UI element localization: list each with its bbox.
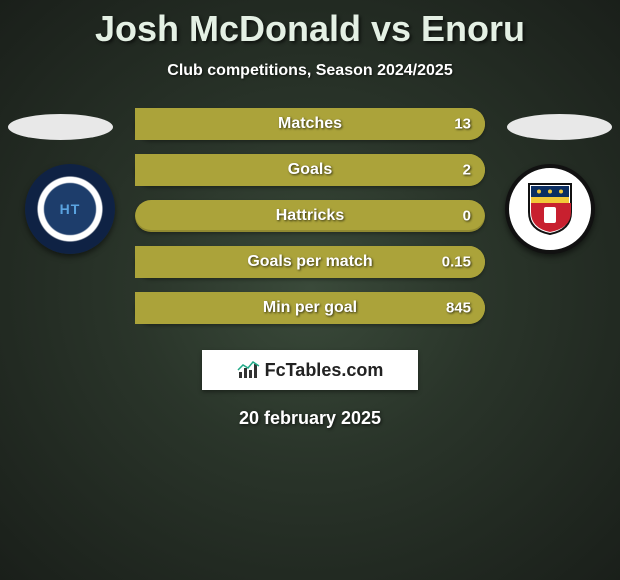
player-marker-left <box>8 114 113 140</box>
page-title: Josh McDonald vs Enoru <box>0 0 620 50</box>
stat-bar: Matches 13 <box>135 108 485 140</box>
stat-bar: Hattricks 0 <box>135 200 485 232</box>
stat-label: Hattricks <box>276 207 344 225</box>
stat-bars: Matches 13 Goals 2 Hattricks 0 Goals per match… <box>135 108 485 338</box>
stat-value-right: 13 <box>454 116 471 133</box>
player-marker-right <box>507 114 612 140</box>
stat-value-right: 0.15 <box>442 254 471 271</box>
stat-bar: Min per goal 845 <box>135 292 485 324</box>
brand-logo-box[interactable]: FcTables.com <box>202 350 418 390</box>
crest-left-abbrev: HT <box>60 201 81 217</box>
subtitle: Club competitions, Season 2024/2025 <box>0 62 620 80</box>
stat-value-right: 2 <box>463 162 471 179</box>
stat-label: Goals <box>288 161 332 179</box>
stat-bar: Goals per match 0.15 <box>135 246 485 278</box>
club-crest-left: HT <box>25 164 115 254</box>
shield-icon <box>527 182 573 236</box>
stat-bar: Goals 2 <box>135 154 485 186</box>
stat-label: Goals per match <box>247 253 372 271</box>
stat-value-right: 845 <box>446 300 471 317</box>
brand-text: FcTables.com <box>265 360 384 381</box>
club-crest-right <box>505 164 595 254</box>
stats-area: HT Matches 13 Goals 2 Hattricks 0 Goals per ma… <box>0 108 620 338</box>
chart-icon <box>237 360 261 380</box>
stat-label: Min per goal <box>263 299 357 317</box>
comparison-card: Josh McDonald vs Enoru Club competitions… <box>0 0 620 429</box>
date-text: 20 february 2025 <box>0 408 620 429</box>
stat-label: Matches <box>278 115 342 133</box>
stat-value-right: 0 <box>463 208 471 225</box>
